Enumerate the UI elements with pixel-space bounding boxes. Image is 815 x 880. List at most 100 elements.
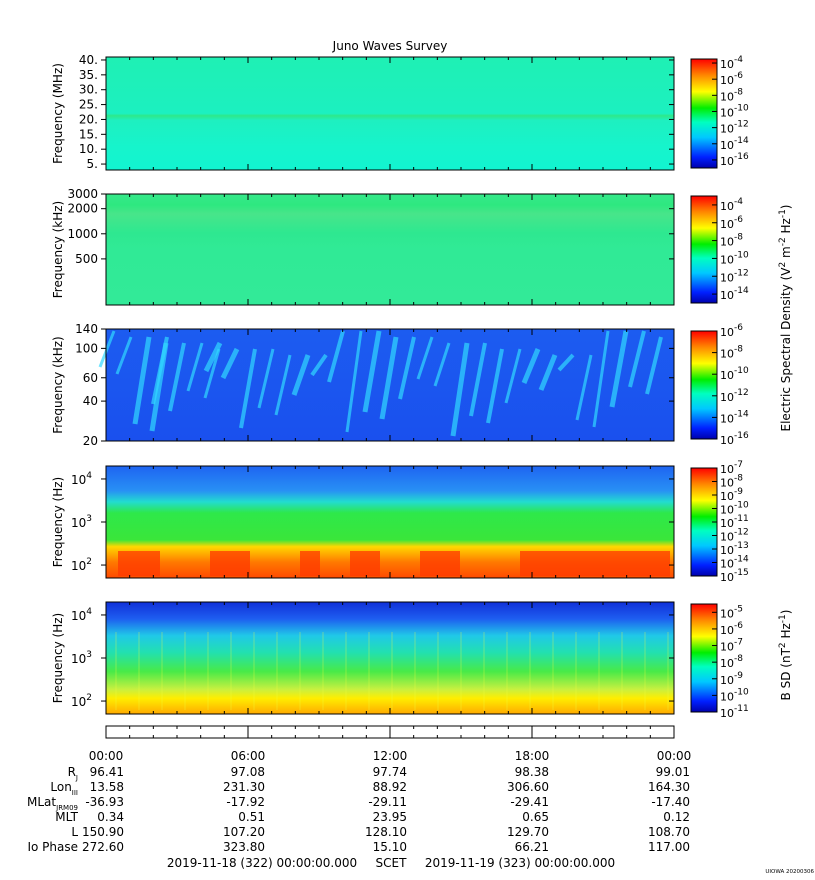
ephemeris-value: 272.60 — [82, 840, 124, 854]
ephemeris-value: -17.40 — [651, 795, 690, 809]
ephemeris-value: 66.21 — [515, 840, 549, 854]
y-tick-label: 30. — [79, 83, 98, 97]
panel-e_hz: 104 103 102 Frequency (Hz) 10-710-810-910-10… — [51, 460, 749, 584]
ephemeris-value: 0.65 — [522, 810, 549, 824]
y-tick-label: 1000 — [67, 227, 98, 241]
intense-band — [118, 551, 160, 576]
ephemeris-value: -29.41 — [510, 795, 549, 809]
ephemeris-value: 98.38 — [515, 765, 549, 779]
colorbar-tick-label: 10-10 — [720, 366, 749, 382]
colorbar-tick-label: 10-16 — [720, 152, 749, 168]
ephemeris-value: 15.10 — [373, 840, 407, 854]
ephemeris-value: -29.11 — [368, 795, 407, 809]
intense-band — [350, 551, 380, 576]
x-tick-label: 00:00 — [89, 749, 124, 763]
ephemeris-value: 150.90 — [82, 825, 124, 839]
ephemeris-value: 128.10 — [365, 825, 407, 839]
colorbar-tick-label: 10-13 — [720, 541, 749, 557]
y-tick-label: 25. — [79, 98, 98, 112]
colorbar-tick-label: 10-11 — [720, 704, 749, 720]
spectrogram-khz_high — [106, 194, 674, 305]
ephemeris-value: 99.01 — [656, 765, 690, 779]
y-tick-label: 20 — [83, 434, 98, 448]
ephemeris-table: RJ 96.41 97.08 97.74 98.38 99.01 LonIII 13.58 23… — [27, 765, 690, 854]
ephemeris-value: -36.93 — [85, 795, 124, 809]
spectrogram-panels: 40.35.30.25.20.15.10.5. Frequency (MHz) 10… — [51, 53, 793, 720]
y-tick-label: 3000 — [67, 187, 98, 201]
electric-colorbar-title: Electric Spectral Density (V2 m-2 Hz-1) — [778, 204, 793, 431]
colorbar-tick-label: 10-14 — [720, 136, 749, 152]
spectrogram-mhz — [106, 57, 674, 170]
emission-streak — [486, 348, 504, 424]
x-tick-label: 18:00 — [515, 749, 550, 763]
intense-band — [210, 551, 250, 576]
emission-streak — [98, 330, 116, 368]
colorbar-tick-label: 10-15 — [720, 568, 749, 584]
colorbar-tick-label: 10-7 — [720, 460, 743, 476]
emission-streak — [274, 354, 292, 416]
emission-streak — [203, 348, 221, 399]
y-tick-label: 500 — [75, 252, 98, 266]
emission-streak — [433, 342, 451, 387]
colorbar-tick-label: 10-14 — [720, 409, 749, 425]
colorbar-tick-label: 10-10 — [720, 250, 749, 266]
emission-streak — [239, 348, 257, 429]
ephemeris-row-label: L — [71, 825, 78, 839]
chart-title: Juno Waves Survey — [332, 39, 448, 53]
emission-streak — [327, 330, 345, 383]
colorbar-tick-label: 10-10 — [720, 501, 749, 517]
emission-streak — [592, 330, 610, 428]
y-axis-label: Frequency (kHz) — [51, 201, 65, 298]
colorbar-tick-label: 10-14 — [720, 286, 749, 302]
y-tick-label: 10. — [79, 142, 98, 156]
ephemeris-value: 0.51 — [238, 810, 265, 824]
y-tick-label: 60 — [83, 371, 98, 385]
colorbar-tick-label: 10-6 — [720, 621, 743, 637]
colorbar-tick-label: 10-8 — [720, 345, 743, 361]
emission-streak — [220, 347, 240, 380]
emission-streak — [469, 342, 487, 417]
emission-streak — [521, 348, 541, 384]
ephemeris-value: 129.70 — [507, 825, 549, 839]
colorbar-tick-label: 10-11 — [720, 514, 749, 530]
x-tick-label: 00:00 — [657, 749, 692, 763]
intense-band — [300, 551, 320, 576]
colorbar-tick-label: 10-12 — [720, 268, 749, 284]
ephemeris-value: 107.20 — [223, 825, 265, 839]
panel-mhz: 40.35.30.25.20.15.10.5. Frequency (MHz) 10… — [51, 53, 749, 171]
emission-streak — [538, 354, 558, 391]
emission-streak — [345, 330, 363, 433]
ephemeris-row-label: LonIII — [50, 780, 78, 797]
colorbar-tick-label: 10-9 — [720, 671, 743, 687]
emission-streak — [450, 342, 470, 437]
magnetic-colorbar-title: B SD (nT2 Hz-1) — [778, 610, 793, 701]
ephemeris-value: 23.95 — [373, 810, 407, 824]
ephemeris-value: 164.30 — [648, 780, 690, 794]
emission-streak — [186, 342, 204, 392]
y-tick-label: 35. — [79, 68, 98, 82]
colorbar-tick-label: 10-12 — [720, 120, 749, 136]
colorbar-b_hz — [691, 604, 717, 712]
y-tick-label: 40 — [83, 394, 98, 408]
colorbar-tick-label: 10-16 — [720, 431, 749, 447]
panel-khz_low: 140 100 60 40 20 Frequency (kHz) 10-6 10-8 10-10… — [51, 322, 749, 448]
y-tick-label: 104 — [71, 607, 92, 623]
colorbar-tick-label: 10-4 — [720, 55, 743, 71]
colorbar-tick-label: 10-10 — [720, 687, 749, 703]
ephemeris-row-label: MLT — [55, 810, 78, 824]
x-tick-label: 12:00 — [373, 749, 408, 763]
emission-streak — [645, 336, 663, 395]
footer-scet-label: SCET — [376, 856, 408, 870]
colorbar-khz_high — [691, 196, 717, 303]
colorbar-tick-label: 10-7 — [720, 638, 743, 654]
colorbar-tick-label: 10-8 — [720, 474, 743, 490]
y-tick-label: 104 — [71, 471, 92, 487]
y-axis-label: Frequency (Hz) — [51, 477, 65, 568]
emission-streak — [291, 354, 311, 396]
y-tick-label: 103 — [71, 650, 92, 666]
ephemeris-value: 13.58 — [90, 780, 124, 794]
intense-band — [520, 551, 670, 576]
